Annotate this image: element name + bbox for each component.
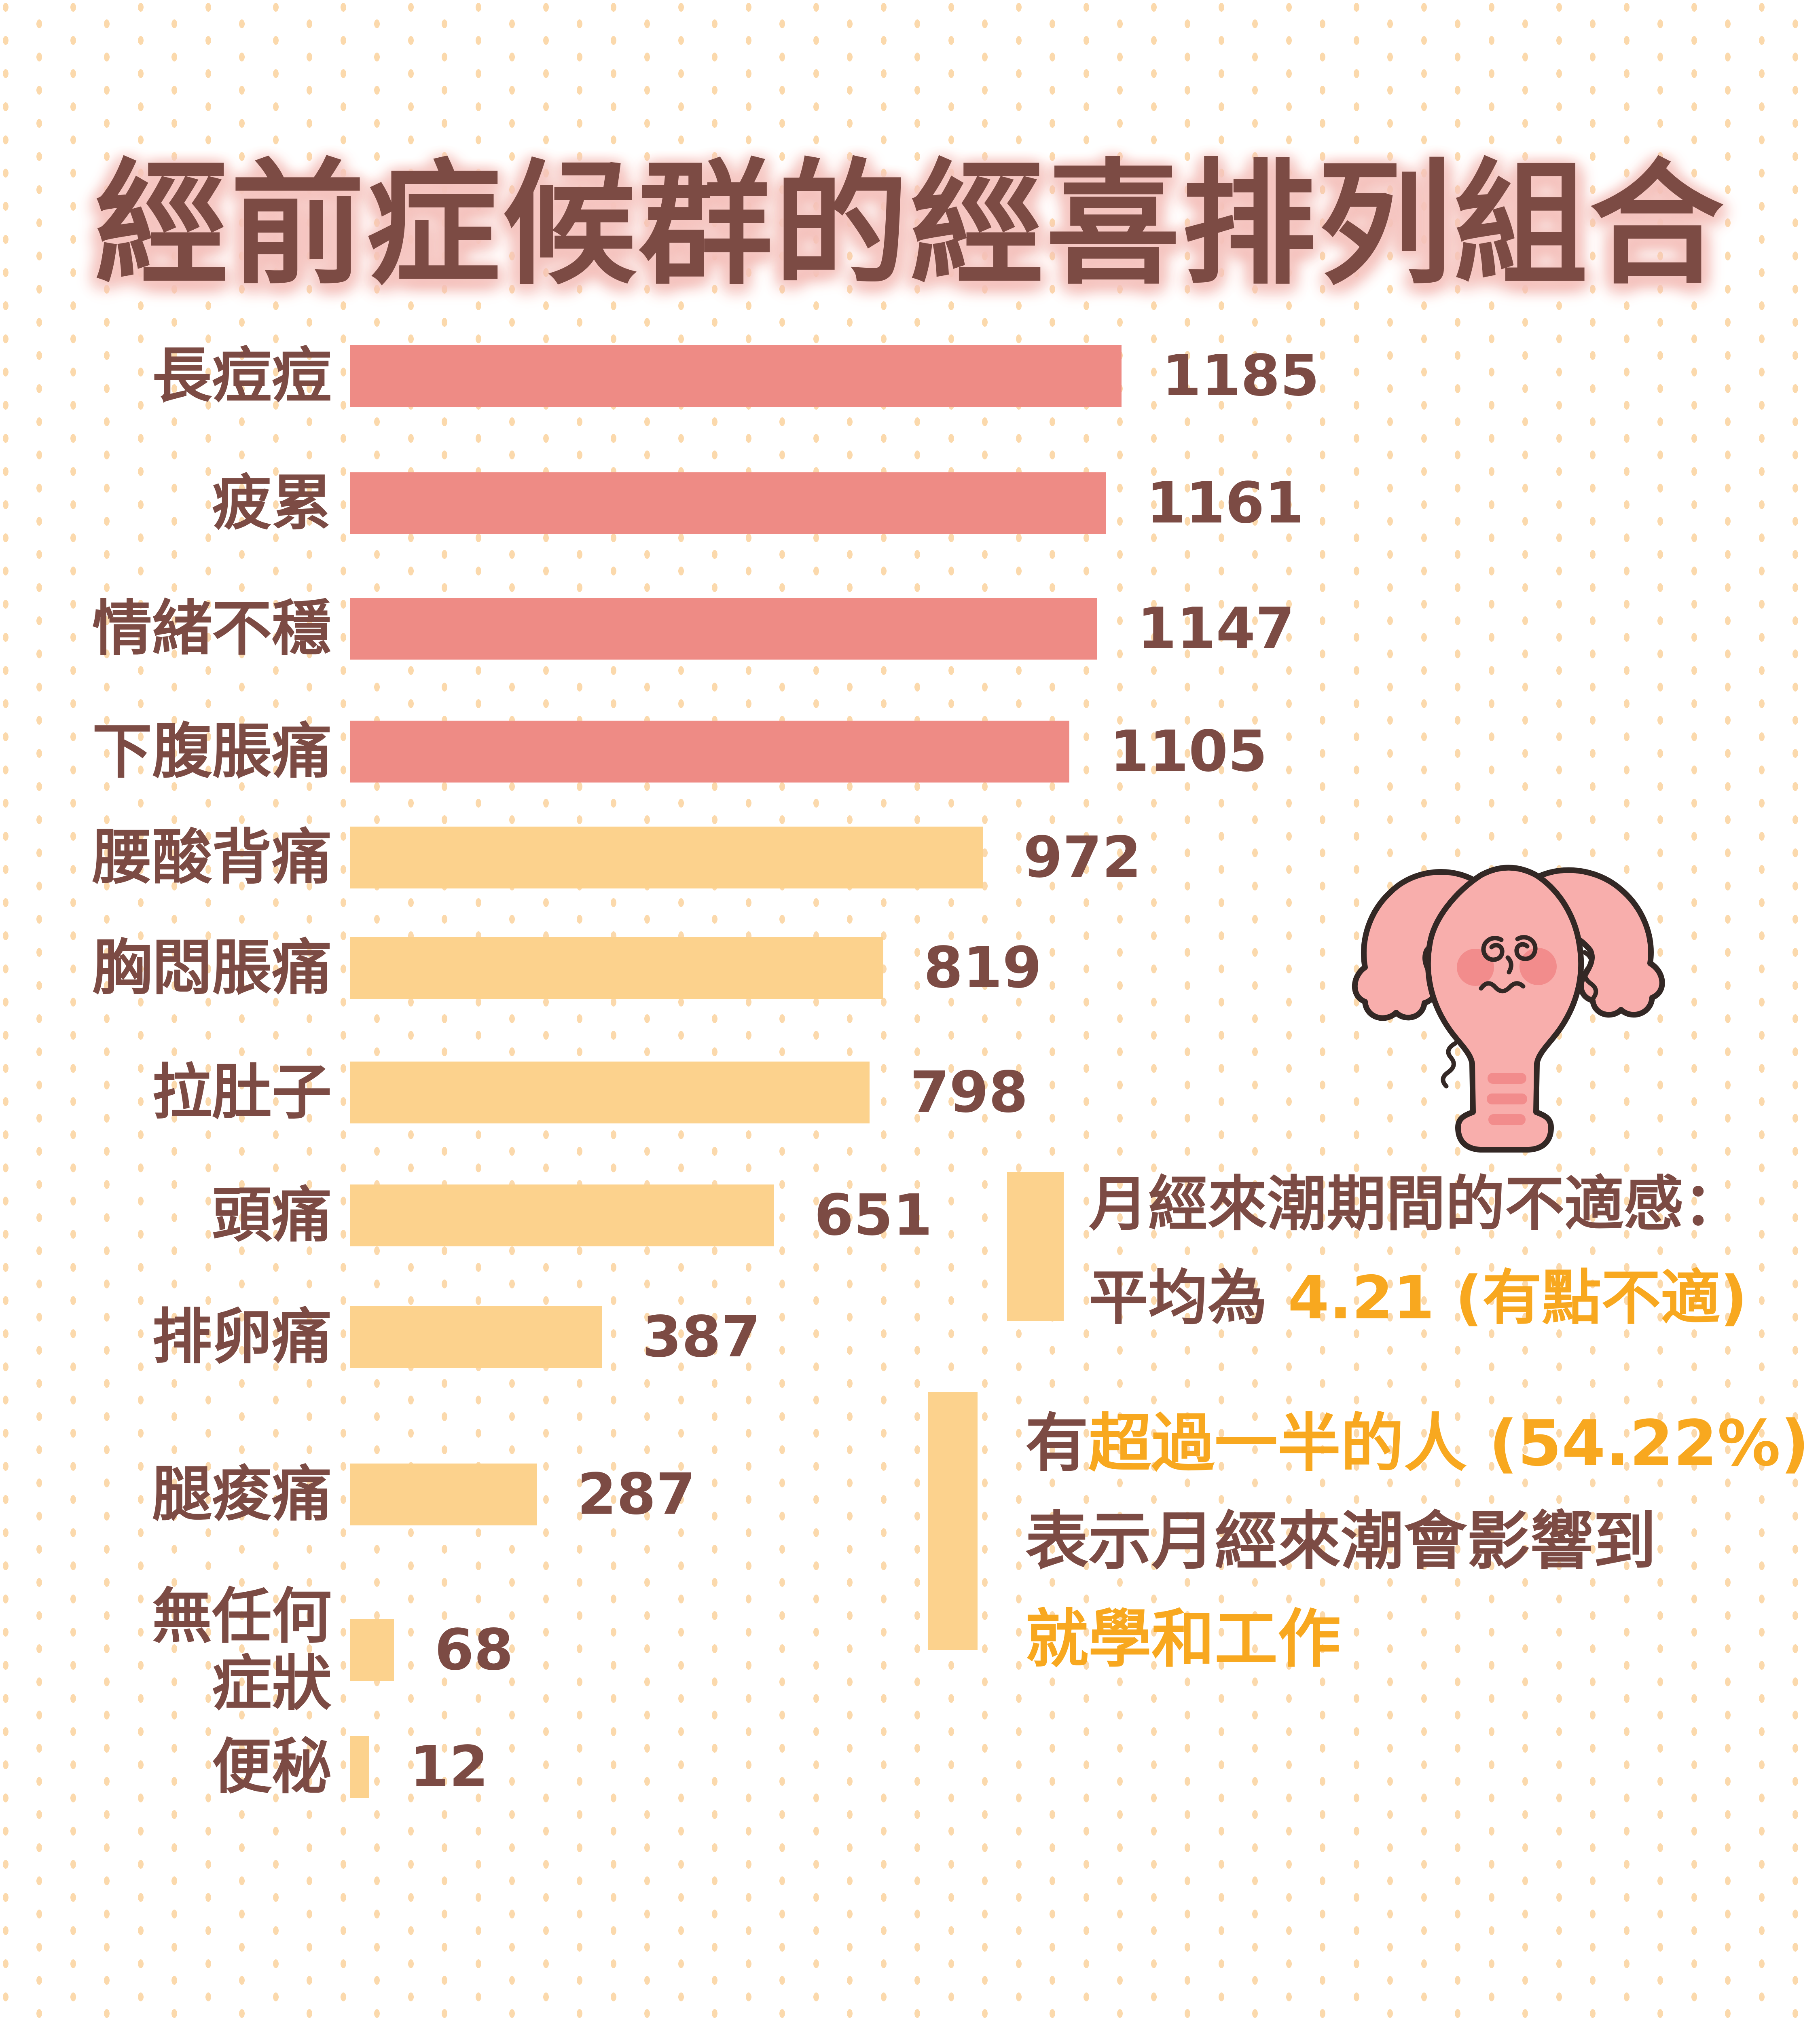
bar (350, 598, 1097, 660)
accent-bar-impact (928, 1392, 978, 1650)
bar-value: 68 (434, 1617, 514, 1683)
bar (350, 1464, 537, 1525)
bar (350, 472, 1106, 534)
bar-row: 疲累 1161 (0, 468, 1820, 538)
bar-row: 便秘 12 (0, 1732, 1820, 1802)
bar-value: 287 (577, 1462, 696, 1527)
callout-discomfort-line2: 平均為 4.21 (有點不適) (1089, 1263, 1748, 1332)
callout-impact-line2: 表示月經來潮會影響到 (1025, 1504, 1656, 1578)
bar-value: 819 (923, 935, 1042, 1001)
bar (350, 1619, 394, 1681)
bar-label: 疲累 (212, 468, 332, 538)
callout-discomfort: 月經來潮期間的不適感： 平均為 4.21 (有點不適) (1089, 1157, 1747, 1345)
bar-value: 651 (814, 1182, 933, 1248)
bar-label: 情緒不穩 (92, 593, 332, 663)
bar (350, 827, 983, 888)
bar-row: 下腹脹痛 1105 (0, 716, 1820, 786)
uterus-body (1425, 865, 1584, 1153)
bar-label: 頭痛 (212, 1180, 332, 1250)
bar-row: 腰酸背痛 972 (0, 822, 1820, 892)
bar-label: 無任何 症狀 (152, 1581, 332, 1718)
bar (350, 721, 1070, 783)
uterus-eyes (1481, 935, 1538, 962)
bar-label: 排卵痛 (152, 1302, 332, 1372)
bar (350, 1062, 870, 1123)
callout-impact: 有超過一半的人 (54.22%) 表示月經來潮會影響到 就學和工作 (1025, 1394, 1809, 1688)
bar (350, 1306, 602, 1368)
bar-row: 腿痠痛 287 (0, 1459, 1820, 1529)
callout-discomfort-line1: 月經來潮期間的不適感： (1089, 1170, 1743, 1239)
bar-label: 下腹脹痛 (92, 716, 332, 786)
bar-row: 排卵痛 387 (0, 1302, 1820, 1372)
uterus-blush-left (1457, 949, 1494, 986)
bar-row: 胸悶脹痛 819 (0, 933, 1820, 1003)
bar-chart: 長痘痘 1185 疲累 1161 情緒不穩 1147 下腹脹痛 1105 腰酸背痛 972 胸悶脹痛… (0, 341, 1820, 1802)
bar-value: 1161 (1146, 470, 1304, 536)
bar (350, 345, 1122, 407)
bar-label: 便秘 (212, 1732, 332, 1802)
callout-impact-line1: 有超過一半的人 (54.22%) (1025, 1407, 1809, 1480)
callout-impact-line3: 就學和工作 (1025, 1602, 1341, 1676)
bar-label: 拉肚子 (152, 1057, 332, 1127)
uterus-blush-right (1519, 948, 1557, 985)
page-title: 經前症候群的經喜排列組合 (95, 147, 1725, 303)
bar-value: 1147 (1137, 596, 1295, 662)
bar-value: 1185 (1162, 343, 1320, 409)
bar (350, 1184, 774, 1246)
bar-row: 情緒不穩 1147 (0, 593, 1820, 663)
bar-value: 1105 (1110, 719, 1268, 785)
uterus-stripes (1487, 1073, 1527, 1125)
uterus-illustration (1352, 865, 1665, 1153)
uterus-nose (1505, 955, 1513, 975)
bar-row: 拉肚子 798 (0, 1057, 1820, 1127)
bar-value: 972 (1023, 825, 1142, 890)
bar-label: 腰酸背痛 (92, 822, 332, 892)
bar-value: 387 (642, 1304, 761, 1370)
bar-label: 長痘痘 (152, 341, 332, 410)
bar-value: 798 (910, 1060, 1029, 1125)
bar (350, 1736, 369, 1798)
bar-label: 胸悶脹痛 (92, 933, 332, 1003)
tremor-right (1582, 950, 1598, 1001)
uterus-mouth (1479, 981, 1526, 994)
discomfort-score: 4.21 (有點不適) (1288, 1263, 1748, 1332)
bar-label: 腿痠痛 (152, 1459, 332, 1529)
bar-value: 12 (410, 1734, 489, 1800)
impact-percentage: 超過一半的人 (54.22%) (1088, 1407, 1809, 1480)
bar-row: 頭痛 651 (0, 1180, 1820, 1250)
tremor-left (1441, 1041, 1458, 1089)
bar (350, 937, 883, 999)
footer: 小紅帽® Little Red Hood 靠得住 ko ex ® (0, 1678, 1820, 1820)
accent-bar-discomfort (1007, 1172, 1064, 1321)
bar-row: 長痘痘 1185 (0, 341, 1820, 410)
